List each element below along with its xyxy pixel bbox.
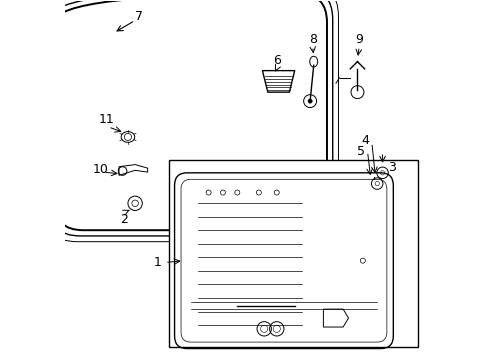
- Text: 9: 9: [355, 32, 363, 45]
- Text: 11: 11: [99, 113, 114, 126]
- Text: 1: 1: [154, 256, 162, 269]
- Text: 6: 6: [272, 54, 280, 67]
- Text: 4: 4: [360, 134, 368, 147]
- Text: 2: 2: [120, 213, 128, 226]
- Text: 8: 8: [308, 32, 316, 45]
- Text: 3: 3: [387, 161, 395, 174]
- Circle shape: [307, 99, 312, 103]
- Text: 5: 5: [356, 145, 364, 158]
- Text: 7: 7: [134, 10, 142, 23]
- Bar: [169, 160, 418, 347]
- Text: 10: 10: [93, 163, 109, 176]
